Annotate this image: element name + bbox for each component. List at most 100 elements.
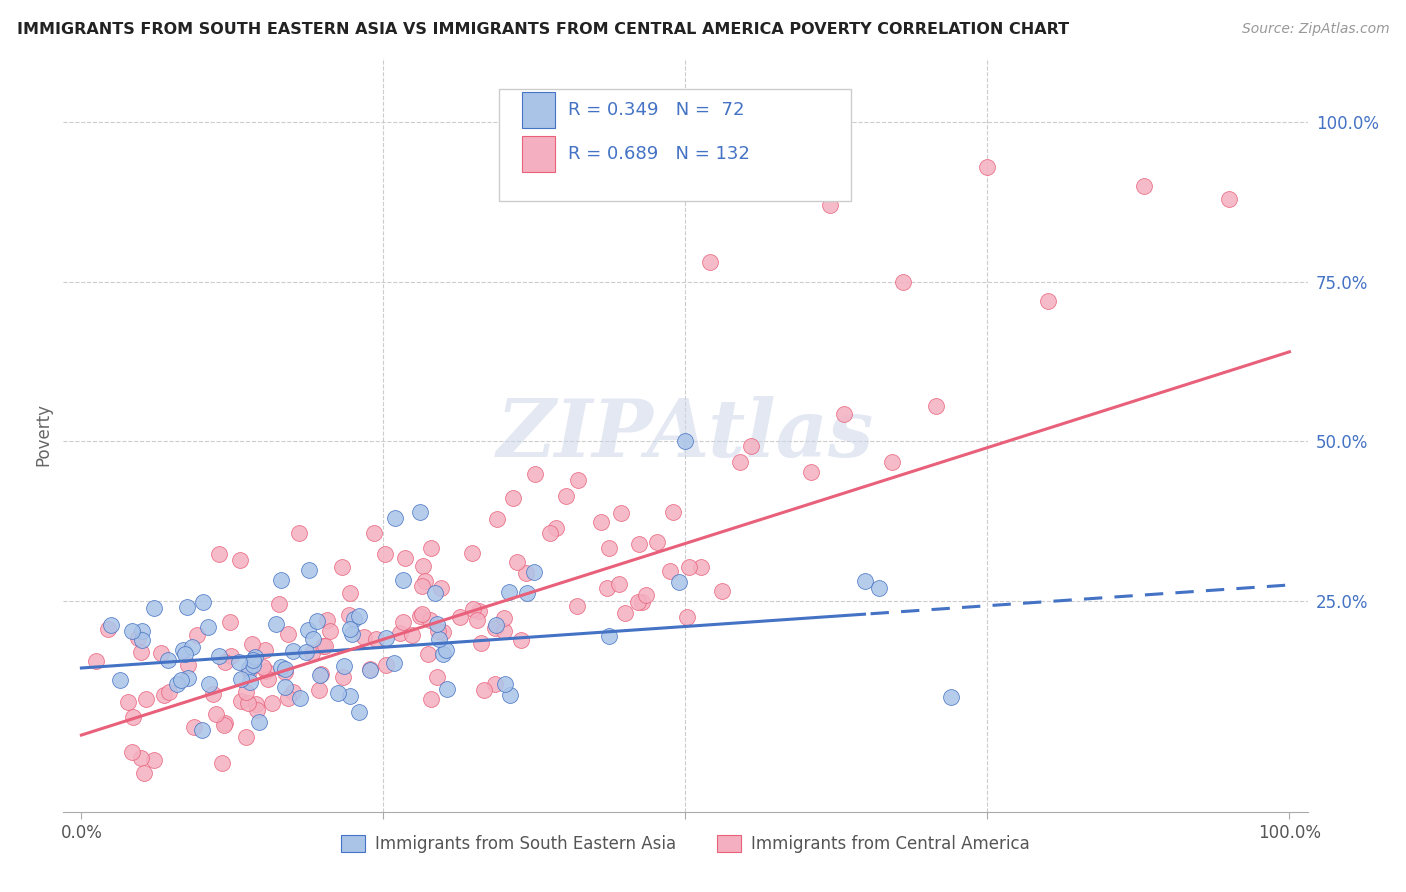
Point — [238, 665, 260, 679]
Point — [567, 473, 589, 487]
Point — [853, 574, 876, 588]
Point — [260, 696, 283, 710]
Point — [659, 564, 682, 578]
Point — [891, 275, 914, 289]
Point — [301, 632, 323, 647]
Point — [384, 511, 406, 525]
Point — [122, 710, 145, 724]
Point — [231, 672, 253, 686]
Point — [523, 467, 546, 481]
Point — [333, 659, 356, 673]
Point — [228, 655, 250, 669]
Point — [186, 628, 208, 642]
Point — [432, 648, 454, 662]
Point — [246, 703, 269, 717]
Point — [193, 594, 215, 608]
Point — [492, 624, 515, 638]
Point — [254, 665, 277, 679]
Point — [235, 731, 257, 745]
Text: R = 0.349   N =  72: R = 0.349 N = 72 — [568, 101, 745, 119]
Point — [494, 677, 516, 691]
Point — [627, 595, 650, 609]
Point — [728, 455, 751, 469]
Point — [484, 677, 506, 691]
Point — [297, 623, 319, 637]
Point — [249, 715, 271, 730]
Point — [516, 586, 538, 600]
Point — [610, 506, 633, 520]
Point — [636, 589, 658, 603]
Point — [339, 586, 361, 600]
Point — [242, 653, 264, 667]
Point — [499, 688, 522, 702]
Point — [100, 618, 122, 632]
Point — [498, 585, 520, 599]
Point — [183, 720, 205, 734]
Point — [97, 622, 120, 636]
Point — [219, 648, 242, 663]
Point — [277, 691, 299, 706]
Point — [880, 455, 903, 469]
Point — [596, 581, 619, 595]
Point — [353, 630, 375, 644]
Point — [191, 723, 214, 737]
Point — [319, 624, 342, 638]
Point — [1133, 178, 1156, 193]
Point — [84, 654, 107, 668]
Point — [229, 694, 252, 708]
Point — [461, 546, 484, 560]
Point — [678, 559, 700, 574]
Point — [132, 766, 155, 780]
Point — [349, 705, 371, 719]
Point — [412, 559, 434, 574]
Point — [170, 673, 193, 687]
Point — [339, 689, 361, 703]
Point — [176, 599, 198, 614]
Point — [925, 399, 948, 413]
Text: ZIPAtlas: ZIPAtlas — [496, 396, 875, 474]
Point — [675, 434, 697, 449]
Point — [420, 692, 443, 706]
Point — [238, 675, 260, 690]
Point — [820, 198, 842, 212]
Point — [281, 684, 304, 698]
Point — [411, 607, 433, 622]
Point — [290, 690, 312, 705]
Point — [236, 696, 259, 710]
Point — [359, 663, 381, 677]
Point — [427, 624, 450, 639]
Point — [1218, 192, 1240, 206]
Point — [337, 608, 360, 623]
Text: IMMIGRANTS FROM SOUTH EASTERN ASIA VS IMMIGRANTS FROM CENTRAL AMERICA POVERTY CO: IMMIGRANTS FROM SOUTH EASTERN ASIA VS IM… — [17, 22, 1069, 37]
Point — [343, 612, 366, 626]
Text: Source: ZipAtlas.com: Source: ZipAtlas.com — [1241, 22, 1389, 37]
Point — [565, 599, 588, 613]
Point — [662, 505, 685, 519]
Point — [461, 602, 484, 616]
Y-axis label: Poverty: Poverty — [34, 403, 52, 467]
Point — [212, 717, 235, 731]
Point — [419, 613, 441, 627]
Point — [408, 608, 430, 623]
Point — [668, 574, 690, 589]
Point — [208, 547, 231, 561]
Point — [426, 617, 449, 632]
Point — [166, 676, 188, 690]
Point — [388, 625, 411, 640]
Point — [177, 657, 200, 672]
Point — [425, 670, 447, 684]
Point — [631, 595, 654, 609]
Point — [208, 649, 231, 664]
Point — [394, 550, 416, 565]
Text: R = 0.689   N = 132: R = 0.689 N = 132 — [568, 145, 749, 163]
Point — [235, 685, 257, 699]
Point — [149, 646, 172, 660]
Point — [274, 680, 297, 694]
Point — [392, 615, 415, 629]
Point — [941, 690, 963, 704]
Point — [976, 160, 998, 174]
Point — [157, 685, 180, 699]
Point — [740, 439, 762, 453]
Point — [312, 640, 335, 654]
Point — [245, 697, 267, 711]
